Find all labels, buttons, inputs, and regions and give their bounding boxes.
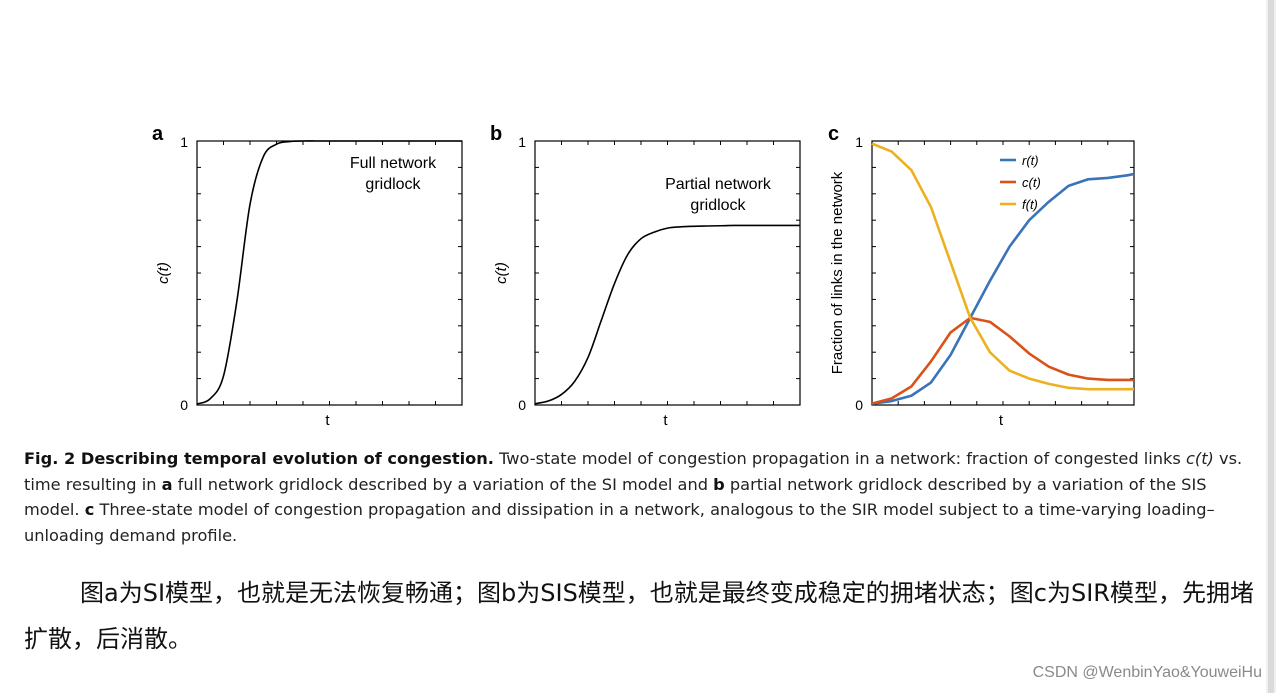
y-tick-label: 0 bbox=[855, 397, 863, 413]
plot-frame-a bbox=[196, 140, 463, 406]
panel-letter-a: a bbox=[152, 123, 164, 145]
series-line-rt bbox=[871, 172, 1135, 405]
y-tick-label: 0 bbox=[518, 397, 526, 413]
legend-label: r(t) bbox=[1022, 153, 1039, 168]
annotation-text: gridlock bbox=[365, 176, 421, 193]
legend-label: f(t) bbox=[1022, 197, 1038, 212]
y-tick-label: 0 bbox=[180, 397, 188, 413]
scrollbar[interactable] bbox=[1266, 0, 1276, 693]
series-line-ct bbox=[871, 316, 1134, 405]
caption-text-3: full network gridlock described by a var… bbox=[172, 474, 714, 494]
annotation-text: Full network bbox=[350, 155, 437, 172]
series-line-a bbox=[196, 140, 462, 405]
chinese-note-text: 图a为SI模型，也就是无法恢复畅通；图b为SIS模型，也就是最终变成稳定的拥堵状… bbox=[24, 579, 1254, 653]
series-line-b bbox=[534, 224, 800, 405]
panel-letter-b: b bbox=[490, 123, 502, 145]
caption-ref-c: c bbox=[84, 500, 95, 520]
figure-caption: Fig. 2 Describing temporal evolution of … bbox=[24, 446, 1266, 548]
caption-text-1: Two-state model of congestion propagatio… bbox=[493, 449, 1186, 468]
caption-fig-label: Fig. 2 Describing temporal evolution of … bbox=[24, 449, 494, 468]
y-axis-label: Fraction of links in the network bbox=[829, 171, 846, 374]
x-axis-label: t bbox=[325, 412, 330, 429]
caption-text-2: vs. time resulting in bbox=[24, 449, 1243, 494]
caption-ref-b: b bbox=[713, 474, 725, 494]
caption-text-5: Three-state model of congestion propagat… bbox=[24, 500, 1215, 545]
annotation-text: Partial network bbox=[665, 176, 772, 193]
y-axis-label: c(t) bbox=[493, 262, 510, 284]
y-tick-label: 1 bbox=[855, 134, 863, 150]
annotation-text: gridlock bbox=[690, 197, 746, 214]
caption-ref-a: a bbox=[161, 474, 173, 494]
y-axis-label: c(t) bbox=[155, 262, 172, 284]
chinese-note: 图a为SI模型，也就是无法恢复畅通；图b为SIS模型，也就是最终变成稳定的拥堵状… bbox=[24, 570, 1254, 662]
caption-text-4: partial network gridlock described by a … bbox=[24, 474, 1207, 520]
x-axis-label: t bbox=[663, 412, 668, 429]
series-line-ft bbox=[871, 142, 1134, 391]
y-tick-label: 1 bbox=[180, 134, 188, 150]
y-tick-label: 1 bbox=[518, 134, 526, 150]
caption-ct: c(t) bbox=[1185, 449, 1214, 468]
x-axis-label: t bbox=[999, 412, 1004, 429]
panel-letter-c: c bbox=[828, 123, 839, 145]
legend-label: c(t) bbox=[1022, 175, 1041, 190]
scrollbar-thumb[interactable] bbox=[1268, 0, 1274, 693]
watermark: CSDN @WenbinYao&YouweiHu bbox=[1032, 664, 1262, 681]
